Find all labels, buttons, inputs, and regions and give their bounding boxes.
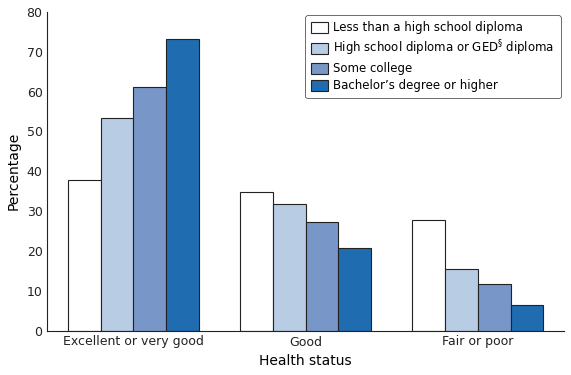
X-axis label: Health status: Health status (259, 354, 352, 368)
Bar (240, 192, 273, 331)
Bar (478, 284, 510, 331)
Bar (445, 269, 478, 331)
Bar (339, 248, 371, 331)
Bar (68, 180, 100, 331)
Bar (412, 220, 445, 331)
Legend: Less than a high school diploma, High school diploma or GED$^{\S}$ diploma, Some: Less than a high school diploma, High sc… (305, 15, 561, 98)
Bar (134, 87, 166, 331)
Bar (166, 39, 199, 331)
Bar (305, 222, 339, 331)
Bar (510, 305, 544, 331)
Bar (273, 204, 305, 331)
Bar (100, 117, 134, 331)
Y-axis label: Percentage: Percentage (7, 132, 21, 210)
